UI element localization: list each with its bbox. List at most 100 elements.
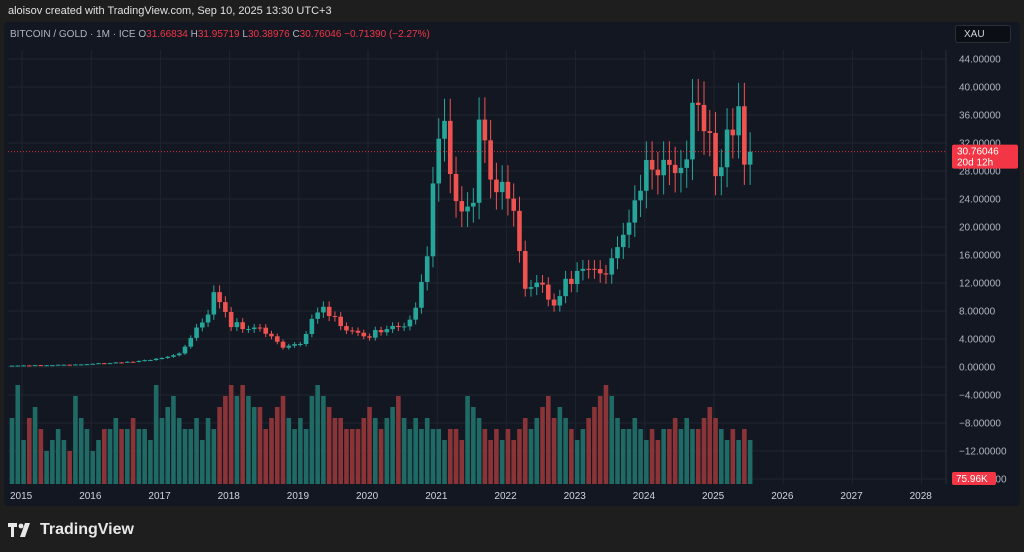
volume-bar [338,418,343,484]
volume-bar [107,429,113,484]
candle-body [736,106,741,136]
candle-body [315,312,320,319]
volume-bar [649,429,655,484]
candle-body [488,140,493,180]
volume-bar [499,440,505,484]
y-tick-label: 36.00000 [959,111,1001,122]
volume-bar [280,396,286,484]
volume-bar [736,440,741,484]
volume-bar [182,429,188,484]
candle-body [67,364,72,366]
candle-body [430,183,436,257]
volume-bar [407,429,413,484]
x-tick-label: 2026 [771,491,794,502]
volume-bar [494,429,499,484]
volume-bar [309,396,315,484]
volume-bar [488,440,493,484]
volume-bar [84,429,90,484]
volume-bar [367,407,372,484]
candle-body [332,316,338,318]
candle-body [424,256,430,282]
volume-bar [188,429,194,484]
candle-body [505,181,511,199]
volume-bar [148,440,153,484]
candle-body [234,322,240,328]
candle-body [21,365,26,367]
volume-bar [695,429,701,484]
volume-bar [615,418,620,484]
candle-body [274,336,280,342]
candle-body [563,278,568,297]
candle-body [96,363,101,365]
candle-body [511,198,516,211]
volume-bar [55,429,61,484]
volume-bar [153,385,159,484]
candle-body [719,167,724,177]
candle-body [569,278,574,285]
volume-bar [540,407,545,484]
candle-body [38,365,44,367]
price-tag-countdown: 20d 12h [957,158,993,169]
volume-bar [620,429,626,484]
candle-body [638,190,643,201]
candle-body [747,151,753,165]
candle-body [373,330,378,338]
volume-tag-value: 75.96K [956,474,988,485]
volume-bar [442,440,447,484]
volume-bar [378,429,384,484]
candle-body [113,362,119,364]
candle-body [695,102,701,105]
candle-body [101,363,107,365]
candle-body [528,287,534,289]
candle-body [355,330,361,333]
volume-bar [171,396,176,484]
candle-body [217,292,222,303]
volume-bar [119,429,124,484]
candle-body [522,251,528,289]
close-value: 30.76046 [299,29,342,40]
volume-bar [632,418,638,484]
y-tick-label: −4.00000 [959,391,1001,402]
candle-body [482,119,488,141]
candle-body [309,318,315,334]
low-label: L [242,29,248,40]
candle-body [142,360,147,362]
candle-body [730,129,736,136]
ohlc-legend: BITCOIN / GOLD · 1M · ICE O31.66834 H31.… [10,29,430,40]
volume-bar [217,407,222,484]
footer-brand[interactable]: TradingView [8,516,134,544]
candle-body [280,341,286,348]
price-tag-value: 30.76046 [957,147,999,158]
candle-body [684,159,689,168]
volume-bar [569,429,574,484]
volume-bar [563,418,568,484]
volume-bar [27,418,32,484]
candle-body [546,284,551,300]
volume-bar [50,440,55,484]
symbol-label[interactable]: BITCOIN / GOLD · 1M · ICE [10,29,136,40]
candle-body [453,173,459,202]
candle-body [447,120,453,174]
candle-body [713,132,718,177]
volume-bar [528,429,534,484]
volume-bar [361,418,367,484]
volume-bar [251,407,257,484]
candle-body [436,138,442,184]
currency-button[interactable]: XAU [955,25,1011,43]
candle-body [649,159,655,170]
volume-bar [113,418,119,484]
tradingview-logo-icon [8,523,30,537]
candle-body [188,337,194,347]
volume-bar [644,440,649,484]
volume-bar [396,396,401,484]
volume-bar [384,418,390,484]
volume-bar [586,418,591,484]
candle-body [742,106,747,165]
candle-body [84,364,90,366]
top-bar: aloisov created with TradingView.com, Se… [0,0,1024,22]
y-tick-label: 20.00000 [959,223,1001,234]
candle-body [390,325,395,330]
volume-bar [332,418,338,484]
volume-bar [465,396,470,484]
